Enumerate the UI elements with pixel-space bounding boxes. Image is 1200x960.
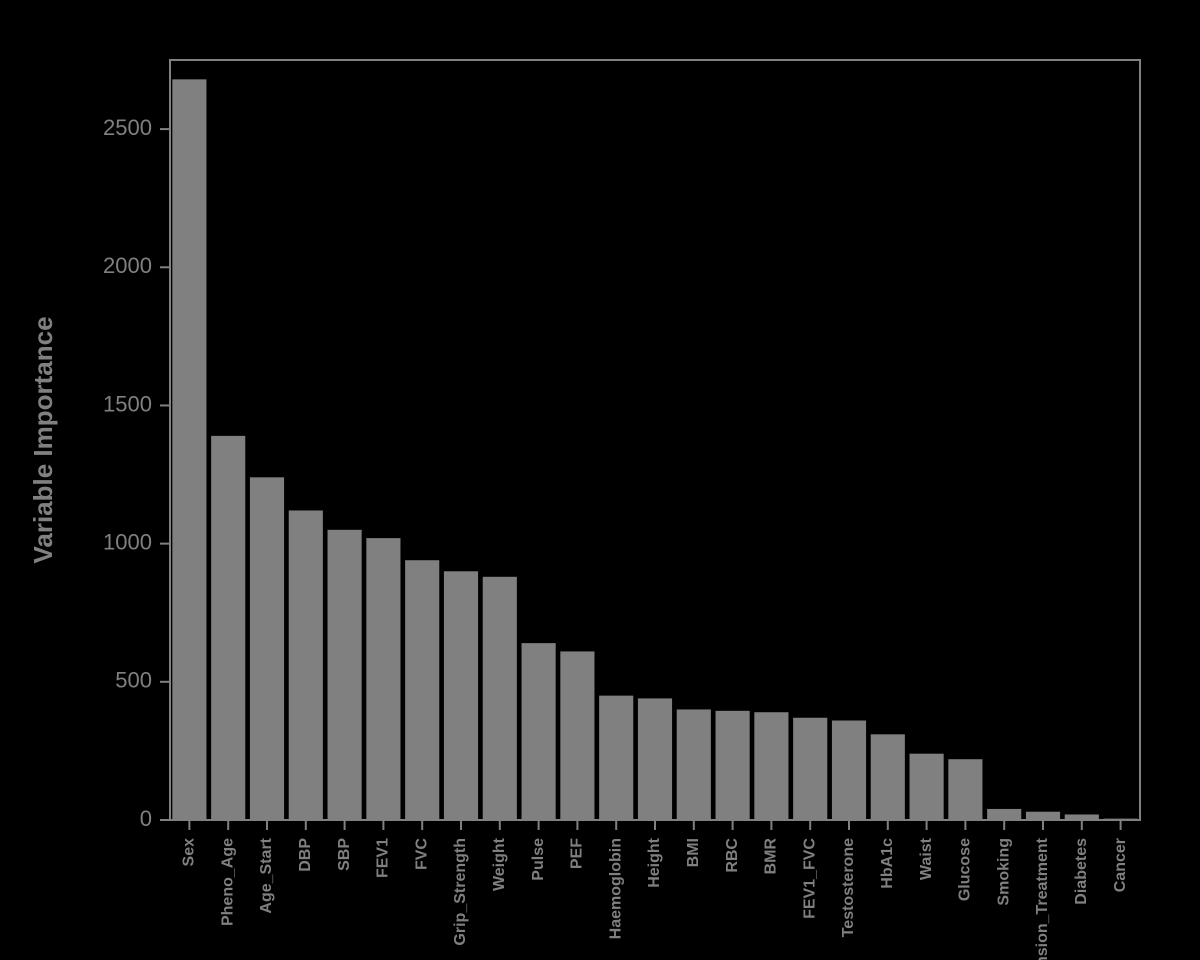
bar (560, 651, 594, 820)
x-category-label: Pulse (530, 838, 547, 881)
y-axis-title: Variable Importance (28, 316, 58, 563)
bar (677, 709, 711, 820)
x-category-label: HbA1c (879, 838, 896, 889)
x-category-label: Height (646, 837, 663, 887)
bar (289, 510, 323, 820)
x-category-label: Testosterone (840, 838, 857, 937)
bar (832, 721, 866, 820)
y-tick-label: 2500 (103, 115, 152, 140)
x-category-label: FEV1 (375, 838, 392, 878)
bar (599, 696, 633, 820)
x-category-label: PEF (569, 838, 586, 869)
x-category-label: Smoking (995, 838, 1012, 906)
bar (987, 809, 1021, 820)
x-category-label: Hypertension_Treatment (1034, 837, 1051, 960)
bar (444, 571, 478, 820)
bar (1065, 814, 1099, 820)
x-category-label: BMI (685, 838, 702, 867)
bar (1026, 812, 1060, 820)
bar (793, 718, 827, 820)
bar (910, 754, 944, 820)
bar (716, 711, 750, 820)
x-category-label: SBP (336, 838, 353, 871)
x-category-label: FEV1_FVC (801, 838, 818, 919)
bar (328, 530, 362, 820)
y-tick-label: 0 (140, 806, 152, 831)
bar (483, 577, 517, 820)
x-category-label: Sex (181, 838, 198, 867)
x-category-label: FVC (413, 838, 430, 870)
bar (405, 560, 439, 820)
y-tick-label: 2000 (103, 253, 152, 278)
bar (522, 643, 556, 820)
y-tick-label: 500 (115, 668, 152, 693)
x-category-label: BMR (763, 838, 780, 875)
x-category-label: Glucose (957, 838, 974, 901)
bar (250, 477, 284, 820)
y-tick-label: 1000 (103, 529, 152, 554)
bar (754, 712, 788, 820)
x-category-label: Grip_Strength (452, 838, 469, 946)
x-category-label: DBP (297, 838, 314, 872)
y-tick-label: 1500 (103, 391, 152, 416)
x-category-label: RBC (724, 838, 741, 873)
bar (172, 79, 206, 820)
bar (638, 698, 672, 820)
bar (211, 436, 245, 820)
x-category-label: Pheno_Age (219, 838, 236, 926)
x-category-label: Haemoglobin (607, 838, 624, 939)
bar-chart: 0 500 1000 1500 2000 2500 Variable Importance S… (0, 0, 1200, 960)
x-category-label: Diabetes (1073, 838, 1090, 905)
x-category-label: Waist (918, 837, 935, 880)
x-category-label: Cancer (1112, 838, 1129, 892)
x-category-label: Age_Start (258, 837, 275, 913)
bar (1104, 819, 1138, 820)
bar (871, 734, 905, 820)
bar (948, 759, 982, 820)
x-category-label: Weight (491, 837, 508, 891)
chart-container: 0 500 1000 1500 2000 2500 Variable Importance S… (0, 0, 1200, 960)
bar (366, 538, 400, 820)
